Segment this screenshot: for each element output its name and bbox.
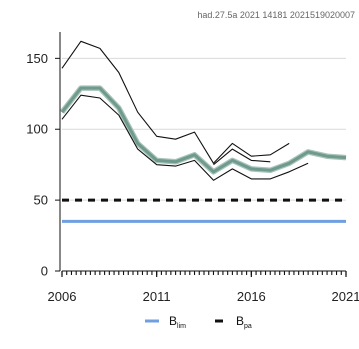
x-tick-label-2021: 2021 [332, 289, 359, 304]
chart-caption: had.27.5a 2021 14181 2021519020007 [197, 10, 355, 20]
legend-label-lim: Blim [169, 314, 186, 330]
axes: 0 50 100 150 2006 2011 2016 2021 [26, 32, 359, 304]
y-tick-label-0: 0 [41, 264, 48, 279]
series-retrospective-line [213, 148, 271, 166]
x-tick-label-2011: 2011 [143, 289, 171, 304]
legend: Blim Bpa [145, 314, 252, 330]
y-tick-label-100: 100 [26, 122, 48, 137]
x-tick-label-2016: 2016 [237, 289, 266, 304]
series-estimate-halo [59, 85, 347, 175]
series-upper-bound-line [61, 40, 290, 164]
legend-label-pa: Bpa [236, 314, 252, 330]
x-tick-label-2006: 2006 [48, 289, 77, 304]
y-tick-label-50: 50 [34, 193, 48, 208]
series-estimate-line [60, 86, 347, 174]
reference-lines [62, 198, 346, 223]
series-lower-bound-line [61, 94, 309, 181]
series-lines [59, 40, 347, 181]
y-tick-label-150: 150 [26, 51, 48, 66]
